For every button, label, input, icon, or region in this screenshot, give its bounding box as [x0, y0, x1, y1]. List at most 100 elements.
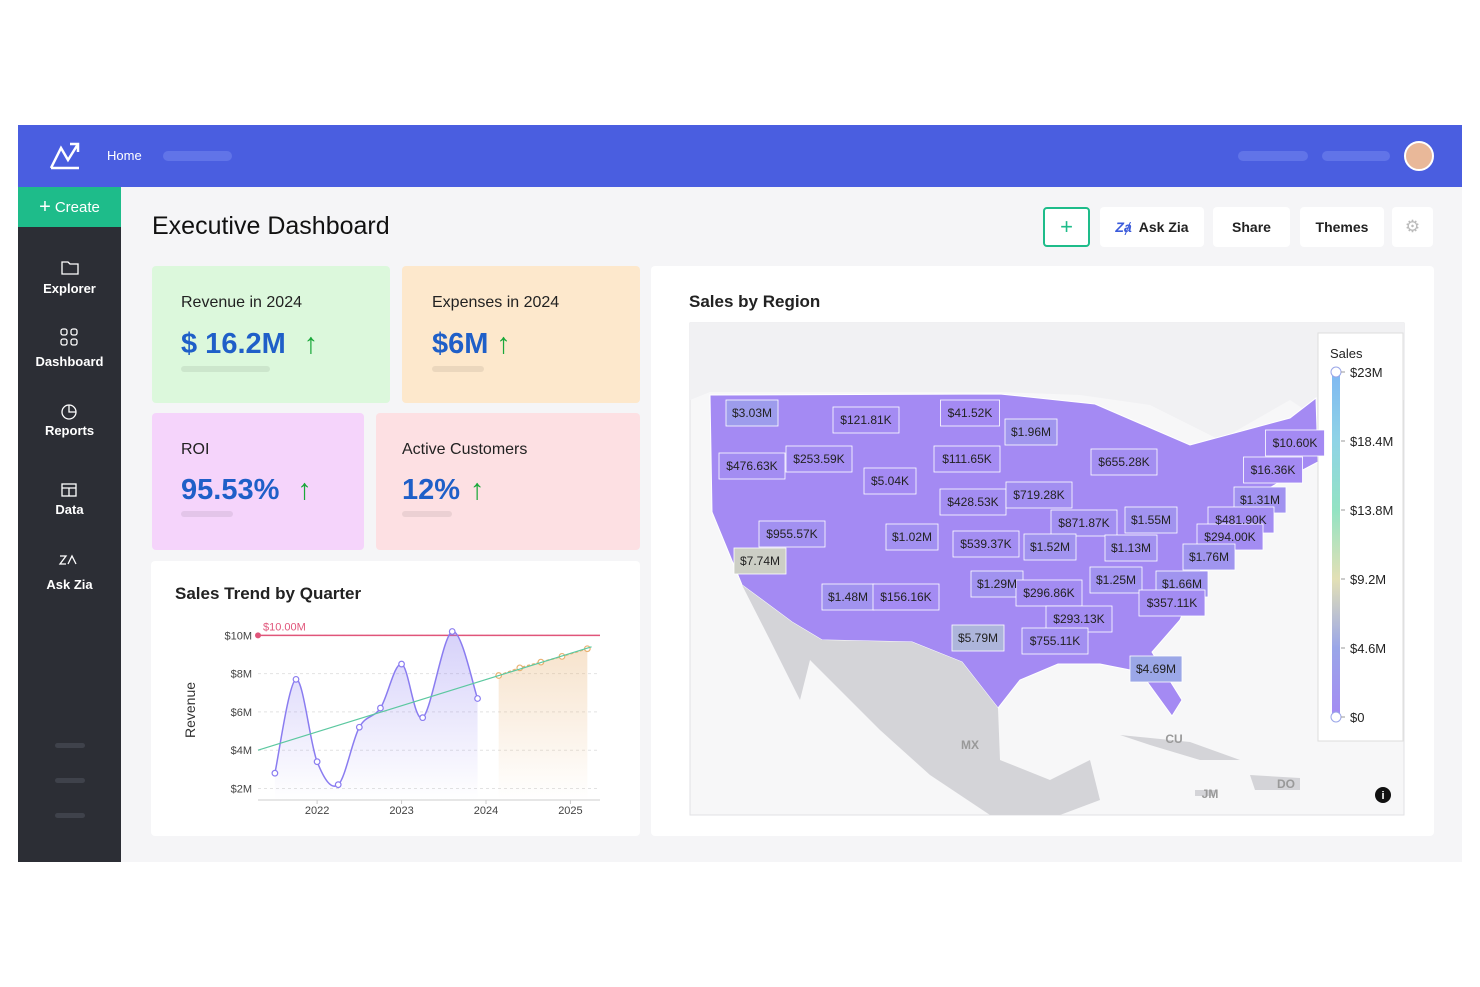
placeholder	[163, 151, 232, 161]
region	[1005, 481, 1073, 509]
placeholder	[181, 366, 270, 372]
themes-button[interactable]: Themes	[1300, 207, 1384, 247]
region-label: $5.79M	[958, 631, 998, 645]
create-button[interactable]: + Create	[18, 187, 121, 227]
region	[733, 547, 787, 575]
region	[1138, 589, 1206, 617]
kpi-card: Active Customers 12% ↑	[376, 413, 640, 550]
land	[742, 585, 1100, 815]
kpi-value: 12% ↑	[402, 474, 485, 506]
region-label: $481.90K	[1215, 513, 1266, 527]
y-tick-label: $6M	[231, 707, 252, 719]
region	[939, 488, 1007, 516]
settings-button[interactable]: ⚙	[1392, 207, 1433, 247]
placeholder	[1322, 151, 1390, 161]
region-label: $121.81K	[840, 413, 891, 427]
region-label: $156.16K	[880, 590, 931, 604]
point	[292, 675, 300, 683]
region	[1090, 448, 1158, 476]
trend-chart: Sales Trend by Quarter Revenue $2M $4M $6M…	[175, 584, 600, 817]
region	[758, 520, 826, 548]
legend-label: $9.2M	[1350, 572, 1386, 587]
point	[377, 704, 384, 712]
region-label: $7.74M	[740, 554, 780, 568]
legend-label: $4.6M	[1350, 641, 1386, 656]
chart-title: Sales by Region	[689, 292, 820, 311]
legend-label: $13.8M	[1350, 503, 1393, 518]
region	[970, 570, 1024, 598]
line	[498, 648, 588, 677]
nav-item[interactable]: Reports	[44, 423, 95, 438]
legend-label: $23M	[1350, 365, 1383, 380]
region	[718, 452, 786, 480]
region-label: $476.63K	[726, 459, 777, 473]
region	[725, 399, 779, 427]
ask-zia-button[interactable]: Zⱥ Ask Zia	[1100, 207, 1204, 247]
home-link[interactable]: Home	[107, 148, 142, 163]
avatar[interactable]	[1404, 141, 1434, 171]
nav-item[interactable]: Ask Zia	[46, 577, 93, 592]
region-label: $253.59K	[793, 452, 844, 466]
logo[interactable]	[48, 140, 82, 172]
kpi-card: ROI 95.53% ↑	[152, 413, 364, 550]
region-label: $16.36K	[1251, 463, 1296, 477]
placeholder	[432, 366, 484, 372]
region-label: $296.86K	[1023, 586, 1074, 600]
nav-item[interactable]: Dashboard	[35, 354, 104, 369]
placeholder	[55, 778, 85, 783]
info-icon[interactable]	[1375, 787, 1391, 803]
region-label: $1.31M	[1240, 493, 1280, 507]
region	[785, 445, 853, 473]
kpi-label: ROI	[181, 441, 210, 458]
placeholder	[55, 743, 85, 748]
legend-label: $18.4M	[1350, 434, 1393, 449]
map-chart: Sales by Region Sales i $3.03M $121.81K $4…	[689, 292, 1405, 816]
region-label: $428.53K	[947, 495, 998, 509]
region	[872, 583, 940, 611]
point	[448, 628, 456, 635]
point	[334, 781, 342, 789]
region-label: $719.28K	[1013, 488, 1064, 502]
x-tick-label: 2025	[558, 805, 582, 817]
y-axis-label: Revenue	[182, 682, 198, 738]
region	[1023, 533, 1077, 561]
y-tick-label: $4M	[231, 745, 252, 757]
region	[1129, 655, 1183, 683]
nav-item[interactable]: Explorer	[43, 281, 96, 296]
region-label: $357.11K	[1147, 596, 1198, 610]
legend-handle[interactable]	[1330, 366, 1342, 378]
place-label: DO	[1277, 777, 1295, 791]
region	[1182, 543, 1236, 571]
region-label: $1.02M	[892, 530, 932, 544]
region-label: $1.96M	[1011, 425, 1051, 439]
point	[419, 714, 427, 722]
region-label: $1.76M	[1189, 550, 1229, 564]
share-button[interactable]: Share	[1213, 207, 1290, 247]
info-icon: i	[1381, 790, 1384, 802]
region-label: $3.03M	[732, 406, 772, 420]
region	[1089, 566, 1143, 594]
kpi-value: $6M ↑	[432, 328, 511, 360]
region-label: $1.66M	[1162, 577, 1202, 591]
area	[274, 631, 478, 800]
region	[1243, 456, 1303, 484]
x-tick-label: 2022	[305, 805, 329, 817]
kpi-card: Expenses in 2024 $6M ↑	[402, 266, 640, 403]
legend-handle[interactable]	[1330, 711, 1342, 723]
region-label: $1.25M	[1096, 573, 1136, 587]
region	[951, 624, 1005, 652]
place-label: JM	[1202, 787, 1219, 801]
kpi-label: Revenue in 2024	[181, 294, 302, 311]
add-button[interactable]: +	[1043, 207, 1090, 247]
point	[313, 758, 321, 766]
place-label: MX	[961, 738, 979, 752]
y-tick-label: $10M	[224, 630, 252, 642]
region-label: $1.55M	[1131, 513, 1171, 527]
legend	[1317, 332, 1404, 742]
region-label: $293.13K	[1053, 612, 1104, 626]
region	[1004, 418, 1058, 446]
nav-item[interactable]: Data	[55, 502, 84, 517]
region-label: $111.65K	[942, 452, 992, 466]
point	[355, 723, 363, 731]
y-tick-label: $8M	[231, 669, 252, 681]
